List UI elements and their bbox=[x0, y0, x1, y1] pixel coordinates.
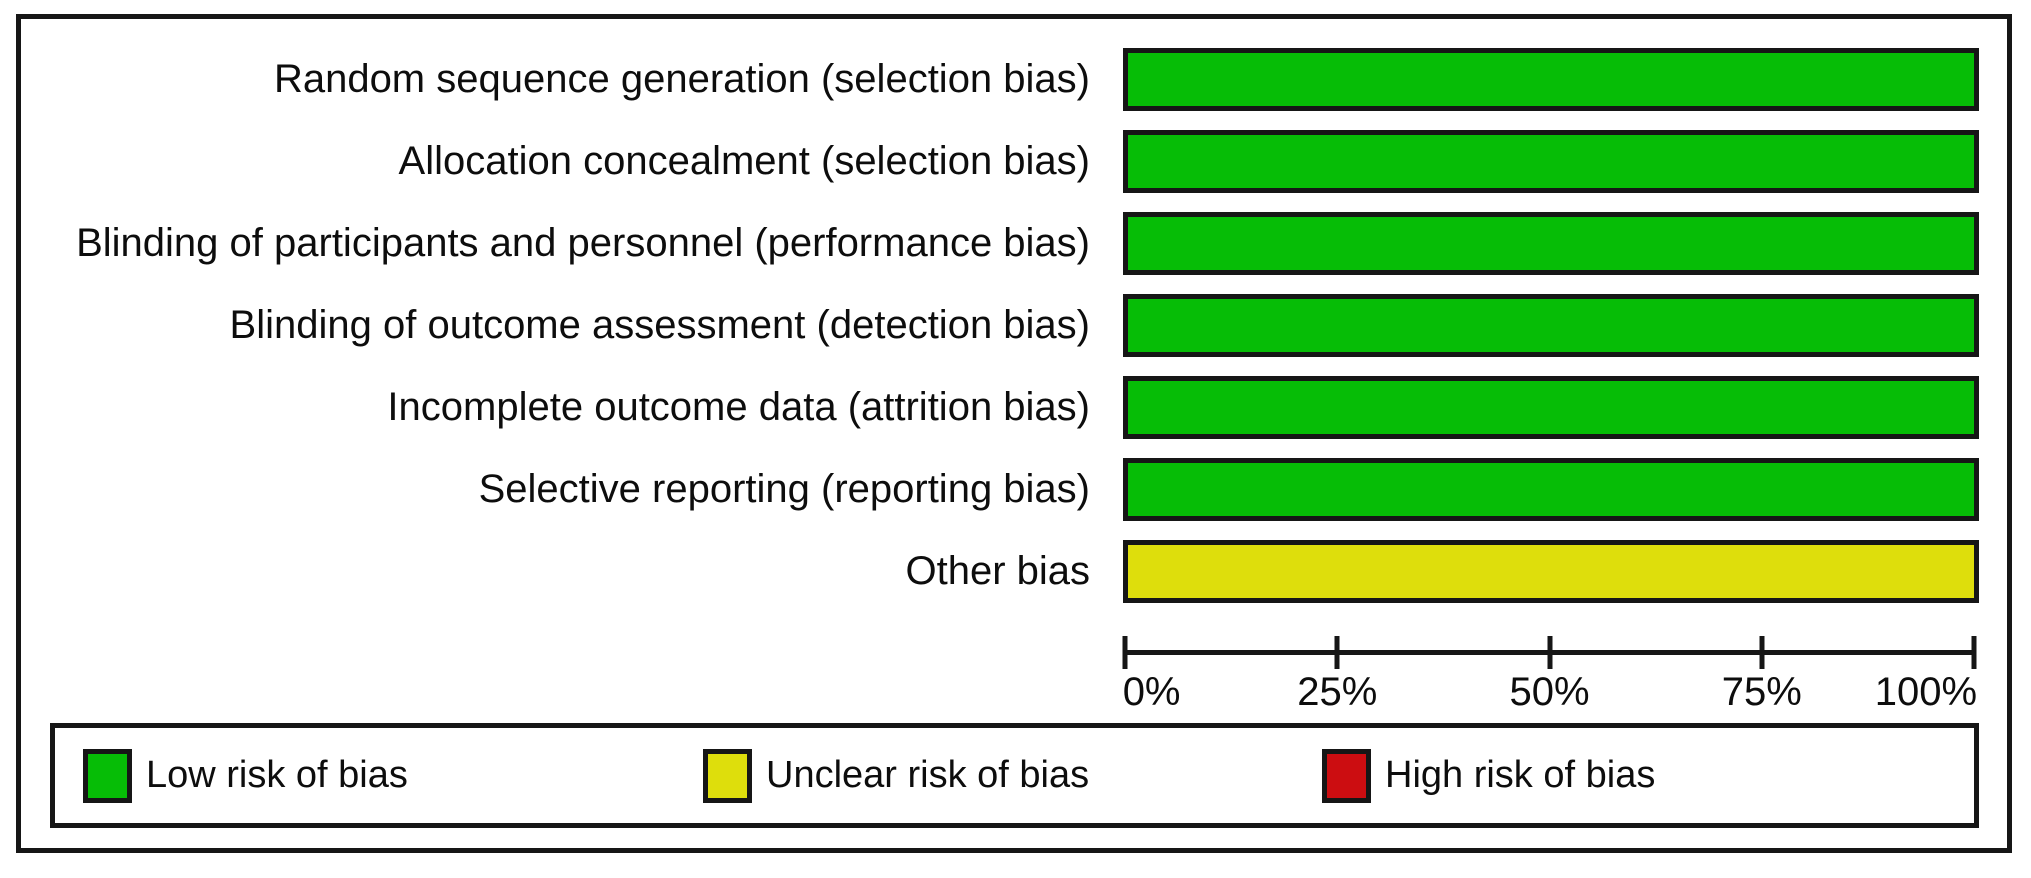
axis-tick bbox=[1334, 636, 1340, 669]
category-label: Blinding of participants and personnel (… bbox=[76, 221, 1090, 265]
chart-rows: Random sequence generation (selection bi… bbox=[0, 48, 2031, 622]
bar-segment-low-risk-of-bias bbox=[1128, 299, 1974, 352]
legend-item-unclear-risk-of-bias: Unclear risk of bias bbox=[703, 728, 1089, 823]
category-label: Incomplete outcome data (attrition bias) bbox=[387, 385, 1090, 429]
bias-bar bbox=[1123, 376, 1979, 439]
bias-bar bbox=[1123, 540, 1979, 603]
axis-tick bbox=[1971, 636, 1977, 669]
chart-row: Allocation concealment (selection bias) bbox=[0, 130, 2031, 193]
chart-row: Blinding of outcome assessment (detectio… bbox=[0, 294, 2031, 357]
bias-bar bbox=[1123, 212, 1979, 275]
bar-segment-low-risk-of-bias bbox=[1128, 381, 1974, 434]
x-axis: 0% 25% 50% 75% 100% bbox=[1122, 636, 1978, 725]
axis-tick-label: 25% bbox=[1297, 670, 1378, 714]
axis-tick-label: 0% bbox=[1122, 670, 1181, 714]
category-label: Random sequence generation (selection bi… bbox=[273, 57, 1090, 101]
legend: Low risk of bias Unclear risk of bias High… bbox=[50, 723, 1979, 828]
low-risk-of-bias-swatch bbox=[83, 748, 132, 803]
axis-tick bbox=[1547, 636, 1552, 669]
chart-row: Other bias bbox=[0, 540, 2031, 603]
chart-row: Incomplete outcome data (attrition bias) bbox=[0, 376, 2031, 439]
axis-tick bbox=[1122, 636, 1128, 669]
high-risk-of-bias-swatch bbox=[1322, 748, 1371, 803]
legend-item-low-risk-of-bias: Low risk of bias bbox=[83, 728, 408, 823]
axis-tick-label: 50% bbox=[1509, 670, 1590, 714]
bias-bar bbox=[1123, 130, 1979, 193]
bias-bar bbox=[1123, 48, 1979, 111]
bar-segment-low-risk-of-bias bbox=[1128, 135, 1974, 188]
bar-segment-unclear-risk-of-bias bbox=[1128, 545, 1974, 598]
legend-item-high-risk-of-bias: High risk of bias bbox=[1322, 728, 1655, 823]
bias-bar bbox=[1123, 294, 1979, 357]
category-label: Other bias bbox=[905, 549, 1090, 593]
category-label: Blinding of outcome assessment (detectio… bbox=[229, 303, 1090, 347]
category-label: Allocation concealment (selection bias) bbox=[398, 139, 1090, 183]
bar-segment-low-risk-of-bias bbox=[1128, 463, 1974, 516]
axis-tick bbox=[1759, 636, 1765, 669]
chart-row: Selective reporting (reporting bias) bbox=[0, 458, 2031, 521]
legend-item-label: Unclear risk of bias bbox=[766, 754, 1090, 796]
chart-row: Random sequence generation (selection bi… bbox=[0, 48, 2031, 111]
chart-row: Blinding of participants and personnel (… bbox=[0, 212, 2031, 275]
legend-item-label: Low risk of bias bbox=[146, 754, 408, 796]
bar-segment-low-risk-of-bias bbox=[1128, 53, 1974, 106]
category-label: Selective reporting (reporting bias) bbox=[478, 467, 1090, 511]
legend-item-label: High risk of bias bbox=[1385, 754, 1656, 796]
axis-tick-label: 75% bbox=[1721, 670, 1802, 714]
bar-segment-low-risk-of-bias bbox=[1128, 217, 1974, 270]
bias-bar bbox=[1123, 458, 1979, 521]
axis-tick-label: 100% bbox=[1874, 670, 1978, 714]
unclear-risk-of-bias-swatch bbox=[703, 748, 752, 803]
